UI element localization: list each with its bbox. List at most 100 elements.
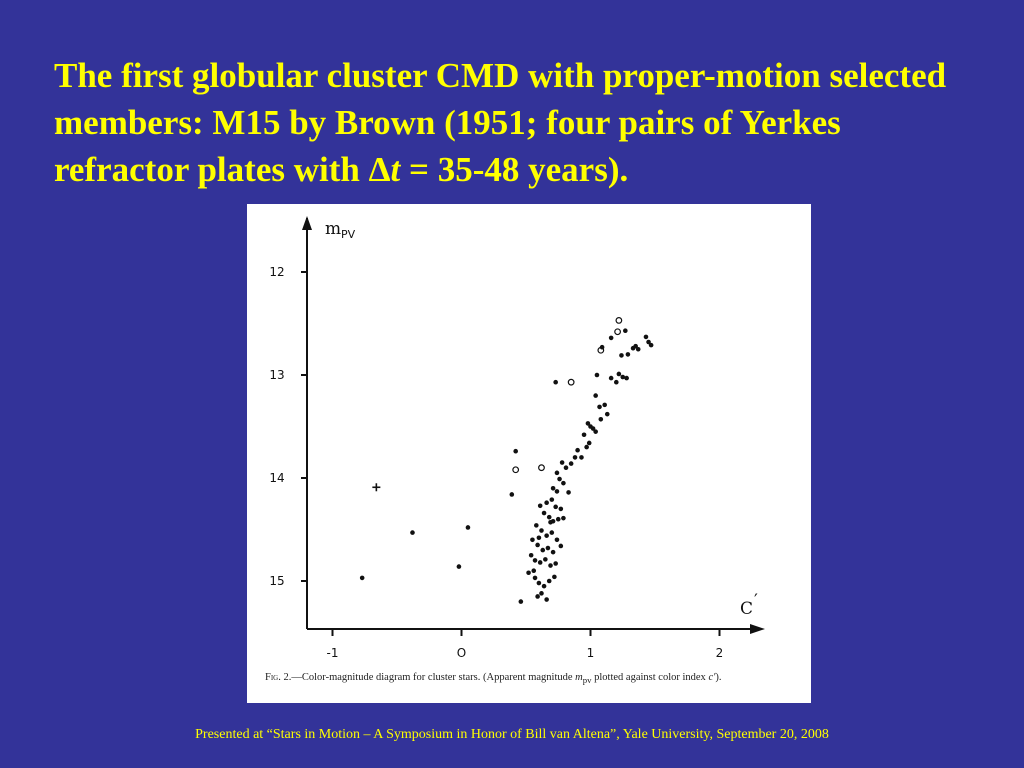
plot-axes [302, 216, 765, 634]
data-point [619, 353, 624, 358]
data-point [593, 429, 598, 434]
data-point-open [512, 466, 520, 474]
data-point [572, 455, 578, 460]
data-point [614, 379, 619, 385]
data-point [552, 574, 557, 580]
y-tick-label: 14 [269, 471, 284, 485]
data-point [555, 516, 561, 522]
data-point [528, 552, 534, 558]
caption-fig-label: Fig. 2. [265, 672, 292, 683]
data-point [536, 580, 542, 586]
data-point [531, 568, 537, 573]
data-point [557, 476, 562, 482]
data-point [536, 535, 542, 541]
data-point [561, 515, 566, 521]
data-point [648, 342, 654, 348]
data-point [539, 591, 544, 596]
data-points [359, 317, 654, 604]
title-delta-symbol: Δ [368, 150, 391, 189]
data-point [590, 426, 596, 431]
data-point-open [614, 328, 621, 336]
data-point [537, 560, 543, 565]
data-point [561, 480, 566, 486]
data-point [559, 460, 565, 465]
y-axis-label-subscript: PV [341, 228, 356, 241]
data-point [558, 543, 564, 549]
title-text-2: = 35-48 years). [400, 150, 629, 189]
data-point [550, 549, 556, 555]
data-point [646, 339, 651, 345]
data-point [534, 523, 539, 528]
data-point [541, 583, 547, 589]
data-point-plus [372, 483, 381, 492]
data-point [558, 506, 564, 512]
data-point [553, 561, 558, 566]
data-point-open [597, 346, 605, 354]
data-point [546, 578, 552, 584]
data-point [539, 528, 544, 533]
caption-text-b: plotted against color index [591, 672, 709, 683]
figure-caption: Fig. 2.—Color-magnitude diagram for clus… [265, 672, 795, 686]
data-point-open [538, 464, 545, 472]
data-point [635, 346, 641, 352]
data-point [575, 447, 580, 453]
data-point [553, 379, 558, 385]
title-t-symbol: t [390, 150, 401, 189]
data-point [544, 533, 549, 538]
data-point-open [615, 317, 623, 324]
figure-panel: -1 O 1 2 12 13 14 15 m PV C ′ Fig. 2.—Color-mag… [247, 204, 811, 703]
data-point [540, 547, 546, 553]
y-tick-label: 12 [269, 265, 284, 279]
data-point [568, 461, 574, 466]
data-point [594, 372, 600, 378]
data-point [526, 570, 531, 576]
data-point [584, 444, 589, 450]
data-point [549, 530, 555, 535]
caption-text-a: —Color-magnitude diagram for cluster sta… [291, 672, 576, 683]
data-point [541, 510, 547, 516]
data-point [579, 455, 584, 460]
data-point-open [567, 378, 575, 386]
data-point [585, 421, 591, 426]
data-point [530, 537, 535, 543]
data-point [537, 503, 543, 509]
data-point [608, 335, 614, 341]
data-point [554, 489, 560, 494]
data-point [581, 432, 587, 438]
data-point [550, 486, 556, 491]
data-point [410, 530, 415, 535]
caption-text-c: ). [715, 672, 722, 683]
data-point [643, 334, 649, 340]
data-point [624, 375, 629, 381]
data-point [625, 352, 631, 357]
data-point [554, 470, 560, 476]
y-axis-label: m [325, 219, 341, 239]
data-point [532, 558, 538, 563]
data-point [620, 374, 626, 380]
data-point [598, 416, 604, 422]
y-tick-label: 15 [269, 574, 284, 588]
data-point [509, 492, 515, 497]
data-point [616, 371, 622, 377]
data-point [544, 597, 549, 602]
caption-c-symbol: c′ [708, 672, 716, 683]
data-point [586, 440, 592, 446]
data-point [546, 514, 552, 520]
data-point [535, 594, 540, 599]
data-point [597, 404, 602, 410]
y-axis-arrow [302, 216, 312, 230]
caption-m-subscript: pv [582, 675, 592, 686]
data-point [553, 504, 558, 510]
x-tick-label: 2 [716, 646, 724, 660]
y-tick-label: 13 [269, 368, 284, 382]
data-point [548, 563, 553, 568]
x-tick-label: O [457, 646, 466, 660]
data-point [604, 411, 610, 417]
title-text-1: The first globular cluster CMD with prop… [54, 56, 947, 189]
x-axis-label: C [740, 599, 753, 619]
data-point [623, 328, 628, 334]
data-point [359, 575, 365, 581]
data-point [513, 448, 518, 454]
data-point [543, 557, 548, 562]
